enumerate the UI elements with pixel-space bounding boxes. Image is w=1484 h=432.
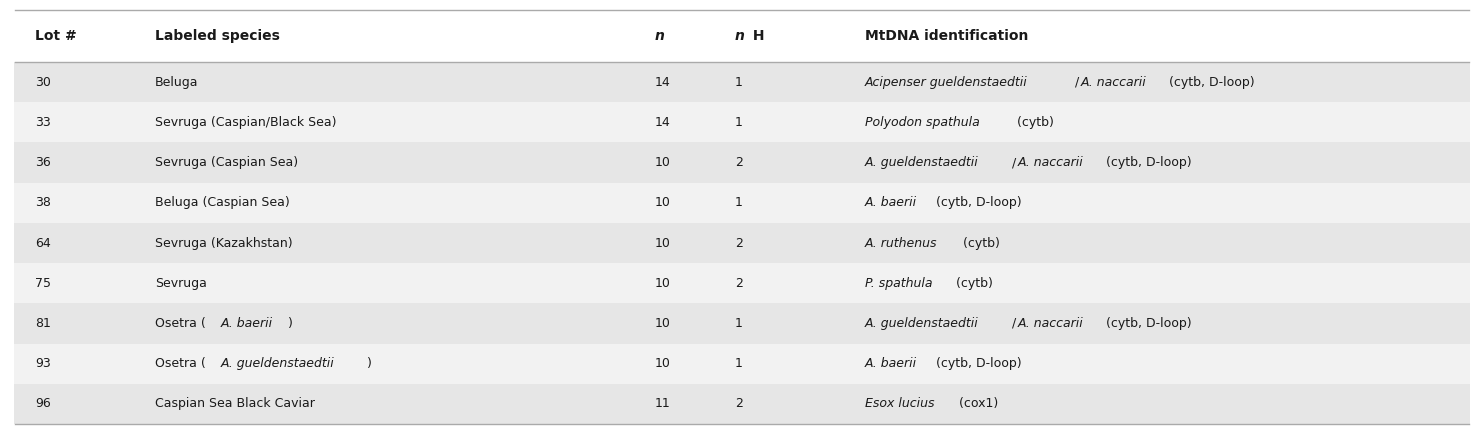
Text: A. baerii: A. baerii <box>221 317 273 330</box>
Text: (cytb, D-loop): (cytb, D-loop) <box>1103 156 1192 169</box>
Text: (cytb, D-loop): (cytb, D-loop) <box>932 196 1022 209</box>
Bar <box>13 263 1471 303</box>
Text: 2: 2 <box>735 156 743 169</box>
Text: Acipenser gueldenstaedtii: Acipenser gueldenstaedtii <box>865 76 1028 89</box>
Text: 1: 1 <box>735 357 743 370</box>
Text: 10: 10 <box>654 196 671 209</box>
Bar <box>13 343 1471 384</box>
Text: 11: 11 <box>654 397 671 410</box>
Text: Beluga (Caspian Sea): Beluga (Caspian Sea) <box>154 196 289 209</box>
Text: 2: 2 <box>735 236 743 250</box>
Text: A. ruthenus: A. ruthenus <box>865 236 938 250</box>
Text: 33: 33 <box>36 116 50 129</box>
Text: 14: 14 <box>654 116 671 129</box>
Text: ): ) <box>367 357 372 370</box>
Text: 75: 75 <box>36 277 50 290</box>
Text: 10: 10 <box>654 317 671 330</box>
Text: Esox lucius: Esox lucius <box>865 397 935 410</box>
Text: 38: 38 <box>36 196 50 209</box>
Text: 64: 64 <box>36 236 50 250</box>
Text: Caspian Sea Black Caviar: Caspian Sea Black Caviar <box>154 397 315 410</box>
Text: /: / <box>1012 317 1017 330</box>
Text: Polyodon spathula: Polyodon spathula <box>865 116 979 129</box>
Text: 1: 1 <box>735 196 743 209</box>
Text: (cox1): (cox1) <box>954 397 997 410</box>
Text: Beluga: Beluga <box>154 76 199 89</box>
Text: (cytb, D-loop): (cytb, D-loop) <box>1103 317 1192 330</box>
Text: n: n <box>735 29 745 43</box>
Text: 10: 10 <box>654 156 671 169</box>
Text: Osetra (: Osetra ( <box>154 317 206 330</box>
Bar <box>13 143 1471 183</box>
Text: A. baerii: A. baerii <box>865 196 917 209</box>
Text: A. baerii: A. baerii <box>865 357 917 370</box>
Text: 10: 10 <box>654 236 671 250</box>
Text: A. gueldenstaedtii: A. gueldenstaedtii <box>865 156 979 169</box>
Text: (cytb, D-loop): (cytb, D-loop) <box>1165 76 1255 89</box>
Text: 81: 81 <box>36 317 50 330</box>
Text: H: H <box>748 29 764 43</box>
Text: 1: 1 <box>735 116 743 129</box>
Text: A. naccarii: A. naccarii <box>1080 76 1146 89</box>
Bar <box>13 102 1471 143</box>
Text: 14: 14 <box>654 76 671 89</box>
Bar <box>13 384 1471 424</box>
Text: 30: 30 <box>36 76 50 89</box>
Text: Sevruga (Caspian/Black Sea): Sevruga (Caspian/Black Sea) <box>154 116 337 129</box>
Text: A. gueldenstaedtii: A. gueldenstaedtii <box>865 317 979 330</box>
Text: 10: 10 <box>654 357 671 370</box>
Text: (cytb, D-loop): (cytb, D-loop) <box>932 357 1022 370</box>
Text: /: / <box>1012 156 1017 169</box>
Text: ): ) <box>288 317 292 330</box>
Text: 93: 93 <box>36 357 50 370</box>
Text: 36: 36 <box>36 156 50 169</box>
Text: 1: 1 <box>735 317 743 330</box>
Text: Sevruga (Caspian Sea): Sevruga (Caspian Sea) <box>154 156 298 169</box>
Text: (cytb): (cytb) <box>953 277 993 290</box>
Text: 2: 2 <box>735 277 743 290</box>
Text: A. gueldenstaedtii: A. gueldenstaedtii <box>221 357 334 370</box>
Text: P. spathula: P. spathula <box>865 277 932 290</box>
Bar <box>13 303 1471 343</box>
Text: 96: 96 <box>36 397 50 410</box>
Text: MtDNA identification: MtDNA identification <box>865 29 1028 43</box>
Text: Osetra (: Osetra ( <box>154 357 206 370</box>
Text: A. naccarii: A. naccarii <box>1017 156 1083 169</box>
Text: Sevruga: Sevruga <box>154 277 206 290</box>
Text: 2: 2 <box>735 397 743 410</box>
Text: Sevruga (Kazakhstan): Sevruga (Kazakhstan) <box>154 236 292 250</box>
Text: A. naccarii: A. naccarii <box>1017 317 1083 330</box>
Bar <box>13 183 1471 223</box>
Text: Labeled species: Labeled species <box>154 29 280 43</box>
Text: 10: 10 <box>654 277 671 290</box>
Text: 1: 1 <box>735 76 743 89</box>
Text: (cytb): (cytb) <box>959 236 999 250</box>
Text: /: / <box>1074 76 1079 89</box>
Bar <box>13 62 1471 102</box>
Bar <box>13 223 1471 263</box>
Text: Lot #: Lot # <box>36 29 77 43</box>
Text: (cytb): (cytb) <box>1014 116 1054 129</box>
Text: n: n <box>654 29 665 43</box>
